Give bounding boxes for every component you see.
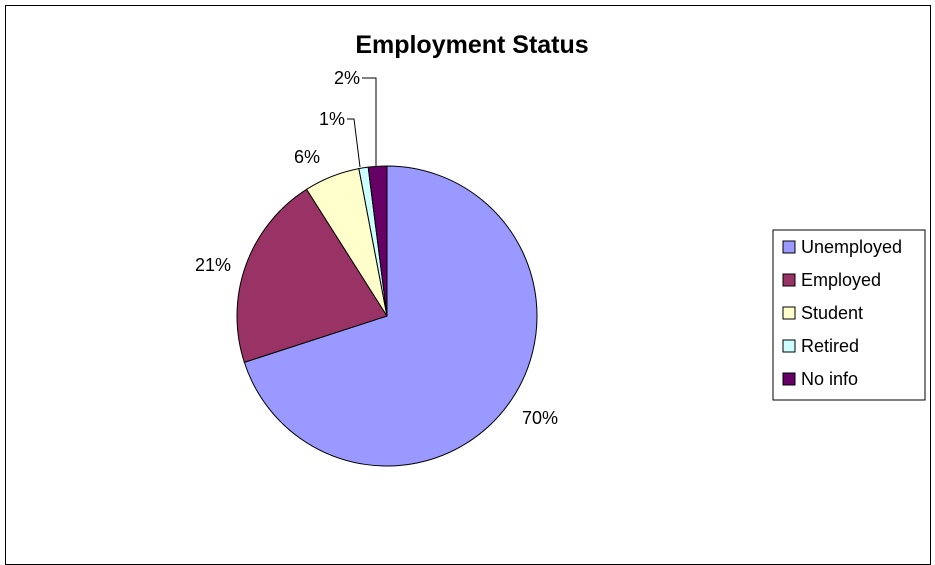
- legend-swatch-unemployed: [782, 240, 796, 254]
- pie-chart: Employment Status 70% 21% 6% 1% 2% Unemploye…: [195, 31, 926, 467]
- pie-slice-no-info: [367, 165, 388, 317]
- data-label-employed: 21%: [195, 255, 231, 275]
- pie-slice-unemployed: [243, 165, 538, 467]
- legend-swatch-retired: [782, 339, 796, 353]
- leader-line-no-info: [362, 77, 377, 166]
- legend-label-unemployed: Unemployed: [801, 237, 902, 257]
- legend-box: [772, 229, 926, 401]
- legend-swatch-no-info: [782, 372, 796, 386]
- pie-slices: [236, 165, 538, 467]
- data-labels: 70% 21% 6% 1% 2%: [195, 68, 558, 428]
- legend-label-employed: Employed: [801, 270, 881, 290]
- legend-items: Unemployed Employed Student Retired No info: [782, 237, 902, 389]
- data-label-student: 6%: [294, 147, 320, 167]
- legend: Unemployed Employed Student Retired No info: [772, 229, 926, 401]
- leader-lines: [347, 77, 377, 168]
- legend-label-retired: Retired: [801, 336, 859, 356]
- data-label-retired: 1%: [319, 109, 345, 129]
- data-label-unemployed: 70%: [522, 408, 558, 428]
- data-label-no-info: 2%: [334, 68, 360, 88]
- legend-label-no-info: No info: [801, 369, 858, 389]
- legend-label-student: Student: [801, 303, 863, 323]
- pie-slice-employed: [236, 188, 388, 363]
- chart-title: Employment Status: [355, 31, 588, 59]
- legend-swatch-employed: [782, 273, 796, 287]
- legend-swatch-student: [782, 306, 796, 320]
- leader-line-retired: [347, 118, 361, 168]
